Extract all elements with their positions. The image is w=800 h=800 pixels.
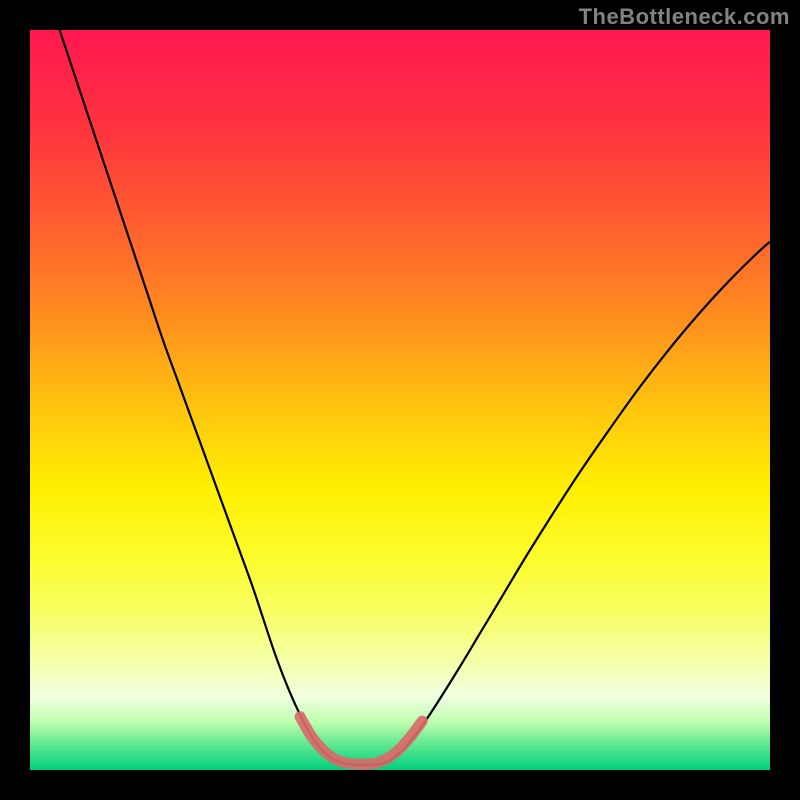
plot-area [30,30,770,770]
optimal-range-highlight [300,717,422,765]
curves-layer [30,30,770,770]
watermark-text: TheBottleneck.com [579,4,790,30]
bottleneck-curve [60,30,770,765]
